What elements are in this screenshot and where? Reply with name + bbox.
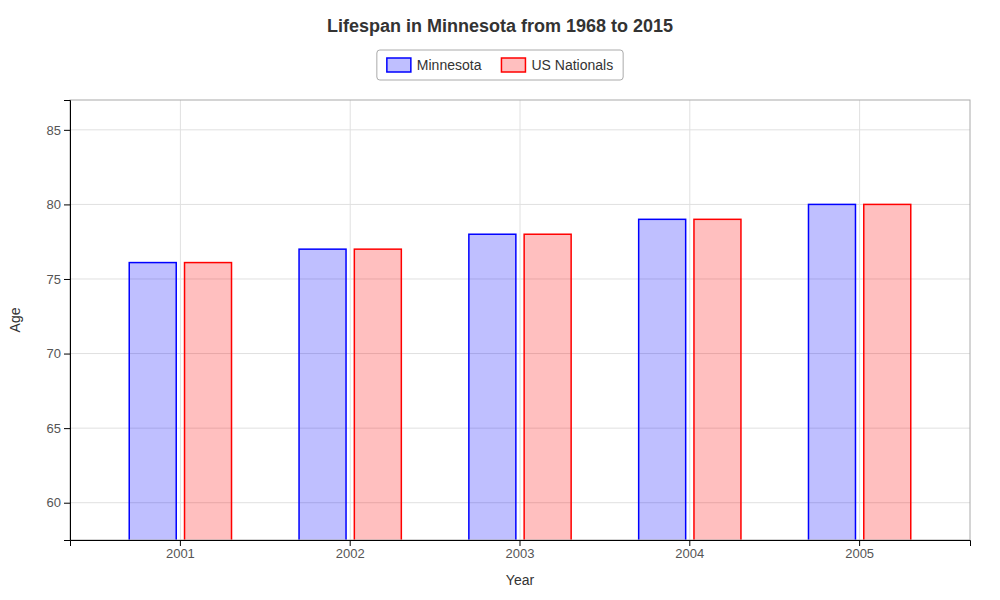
series [185, 204, 911, 540]
tick-mark [350, 540, 351, 546]
legend-swatch [387, 58, 411, 72]
y-axis-title: Age [7, 307, 23, 332]
legend-frame [377, 50, 623, 80]
axis-line [64, 101, 71, 541]
tick: 80 [47, 197, 70, 212]
tick: 2001 [166, 540, 195, 561]
tick-label: 2003 [506, 546, 535, 561]
tick-label: 2001 [166, 546, 195, 561]
tick-label: 2004 [675, 546, 704, 561]
tick: 75 [47, 272, 70, 287]
bar [524, 234, 571, 540]
bar [469, 234, 516, 540]
tick-mark [64, 428, 70, 429]
tick-label: 70 [47, 346, 61, 361]
tick-label: 85 [47, 122, 61, 137]
bar [808, 204, 855, 540]
grid-line [350, 100, 351, 540]
plot-frame [70, 100, 970, 540]
tick: 60 [47, 495, 70, 510]
grid-line [180, 100, 181, 540]
bar [185, 263, 232, 540]
tick-mark [520, 540, 521, 546]
legend-swatch [501, 58, 525, 72]
tick-mark [64, 354, 70, 355]
tick-mark [64, 503, 70, 504]
legend: Minnesota US Nationals [377, 50, 623, 80]
grid-line [520, 100, 521, 540]
tick-label: 2005 [845, 546, 874, 561]
bar [639, 219, 686, 540]
bar [129, 263, 176, 540]
legend-label: Minnesota [417, 57, 482, 73]
grid-line [859, 100, 860, 540]
title: Lifespan in Minnesota from 1968 to 2015 [327, 16, 673, 36]
x-axis-title: Year [506, 572, 535, 588]
tick: 65 [47, 421, 70, 436]
tick: 2004 [675, 540, 704, 561]
chart: Lifespan in Minnesota from 1968 to 2015 2… [0, 0, 1000, 600]
y-axis: 60 65 70 75 80 85 [47, 101, 71, 541]
tick-mark [64, 130, 70, 131]
tick-label: 75 [47, 272, 61, 287]
tick: 70 [47, 346, 70, 361]
bar [354, 249, 401, 540]
plot: 2001 2002 2003 2004 2005 60 65 70 75 80 85 [47, 100, 971, 600]
tick-mark [180, 540, 181, 546]
tick-label: 2002 [336, 546, 365, 561]
tick-mark [689, 540, 690, 546]
bar [299, 249, 346, 540]
axis-line [71, 541, 971, 547]
bars [129, 204, 911, 540]
tick-label: 65 [47, 421, 61, 436]
tick: 2003 [506, 540, 535, 561]
tick: 2002 [336, 540, 365, 561]
legend-label: US Nationals [531, 57, 613, 73]
grid-line [689, 100, 690, 540]
x-axis: 2001 2002 2003 2004 2005 [71, 540, 971, 561]
tick-label: 60 [47, 495, 61, 510]
tick: 2005 [845, 540, 874, 561]
tick-mark [64, 279, 70, 280]
series [129, 204, 855, 540]
bar [864, 204, 911, 540]
tick: 85 [47, 122, 70, 137]
tick-mark [859, 540, 860, 546]
bar [694, 219, 741, 540]
tick-label: 80 [47, 197, 61, 212]
tick-mark [64, 204, 70, 205]
